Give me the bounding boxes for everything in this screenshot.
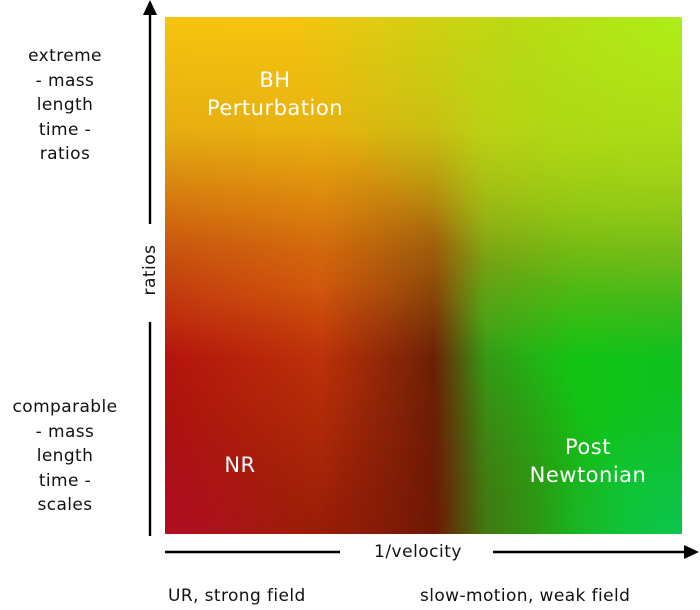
x-axis-arrow (165, 545, 699, 559)
y-axis-arrowhead (143, 0, 157, 15)
bh-perturbation-label: BH Perturbation (206, 68, 344, 120)
nr-label: NR (224, 453, 256, 477)
y-axis-bottom-label: comparable - mass length time - scales (12, 397, 118, 515)
y-axis-top-label: extreme - mass length time - ratios (28, 46, 102, 164)
x-axis-left-label: UR, strong field (168, 586, 306, 606)
x-axis-arrowhead (684, 545, 699, 559)
regime-gradient-corner-right (165, 17, 682, 534)
x-axis-right-label: slow-motion, weak field (420, 586, 631, 606)
regime-map (165, 17, 682, 534)
y-axis-arrow (143, 0, 157, 536)
post-newtonian-label: Post Newtonian (529, 435, 647, 487)
x-axis-title: 1/velocity (374, 542, 462, 562)
y-axis-title: ratios (140, 244, 160, 296)
